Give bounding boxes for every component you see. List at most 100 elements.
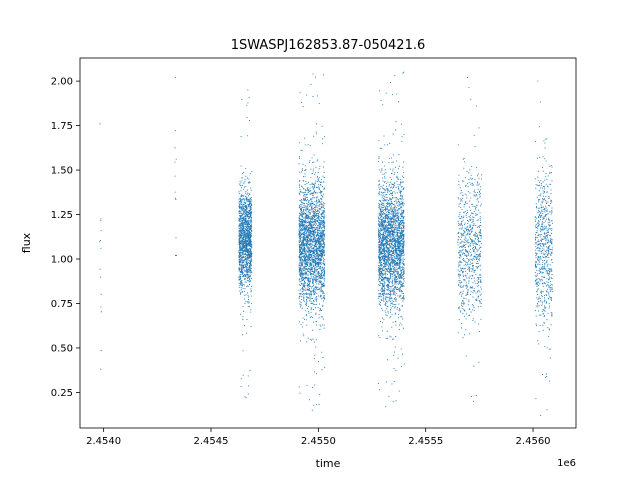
data-point [316, 258, 319, 260]
data-point [244, 267, 246, 269]
data-point [244, 281, 246, 283]
data-point [312, 229, 314, 231]
data-point [317, 262, 320, 264]
data-point [310, 168, 312, 170]
data-point [316, 296, 318, 298]
data-point [240, 190, 242, 192]
data-point [250, 290, 252, 292]
data-point [323, 261, 325, 263]
data-point [243, 284, 245, 286]
data-point [322, 195, 324, 197]
data-point [316, 252, 318, 254]
data-point [241, 258, 243, 260]
data-point [242, 240, 244, 242]
data-point [239, 199, 242, 202]
data-point [248, 206, 250, 208]
data-point [303, 296, 305, 299]
data-point [249, 217, 251, 219]
data-point [246, 229, 248, 231]
data-point [390, 233, 392, 235]
data-point [243, 232, 245, 234]
data-point [402, 259, 404, 261]
data-point [398, 101, 400, 103]
data-point [242, 316, 244, 318]
data-point [308, 312, 310, 314]
data-point [384, 169, 386, 171]
data-point [313, 231, 315, 233]
data-point [321, 256, 323, 258]
data-point [239, 193, 241, 195]
data-point [309, 184, 311, 186]
data-point [311, 219, 313, 221]
data-point [248, 97, 250, 99]
data-point [248, 255, 250, 257]
data-point [249, 232, 251, 234]
data-point [317, 192, 319, 194]
data-point [246, 205, 248, 207]
data-point [315, 278, 317, 280]
data-point [240, 234, 242, 236]
data-point [315, 312, 317, 314]
data-point [242, 246, 244, 248]
data-point [307, 219, 309, 221]
data-point [240, 136, 242, 138]
data-point [244, 234, 246, 236]
data-point [306, 279, 308, 281]
data-point [389, 168, 391, 170]
data-point [309, 145, 311, 147]
data-point [238, 251, 240, 253]
data-point [251, 265, 253, 267]
data-point [247, 257, 249, 260]
data-point [249, 220, 251, 222]
data-point [238, 270, 240, 272]
data-point [238, 262, 240, 264]
data-point [310, 273, 312, 275]
data-point [305, 274, 307, 276]
data-point [316, 196, 318, 198]
data-point [246, 207, 248, 209]
data-point [315, 346, 317, 348]
data-point [382, 205, 385, 207]
season-2-points [238, 89, 253, 399]
data-point [307, 288, 309, 290]
data-point [240, 258, 242, 260]
data-point [305, 180, 307, 183]
data-point [244, 215, 247, 217]
data-point [310, 262, 312, 264]
data-point [247, 219, 249, 222]
data-point [301, 219, 303, 221]
data-point [322, 211, 324, 214]
data-point [312, 274, 314, 276]
data-point [248, 279, 250, 281]
data-point [246, 279, 248, 282]
data-point [245, 225, 247, 228]
data-point [250, 224, 252, 226]
data-point [304, 165, 306, 167]
data-point [306, 244, 308, 246]
data-point [246, 272, 248, 274]
data-point [309, 202, 311, 204]
data-point [323, 244, 325, 246]
data-point [317, 184, 320, 186]
data-point [298, 251, 300, 253]
data-point [320, 316, 322, 318]
data-point [393, 240, 395, 243]
data-point [240, 217, 242, 219]
data-point [318, 254, 320, 256]
data-point [323, 233, 325, 235]
data-point [390, 336, 392, 338]
data-point [384, 196, 386, 198]
data-point [300, 232, 302, 234]
data-point [314, 249, 316, 251]
data-point [315, 281, 317, 283]
data-point [315, 268, 317, 270]
data-point [239, 277, 241, 279]
data-point [238, 263, 241, 265]
data-point [313, 291, 315, 293]
data-point [316, 265, 318, 268]
data-point [318, 200, 320, 202]
data-point [244, 231, 246, 233]
data-point [304, 221, 306, 224]
data-point [298, 295, 300, 297]
data-point [298, 227, 301, 229]
